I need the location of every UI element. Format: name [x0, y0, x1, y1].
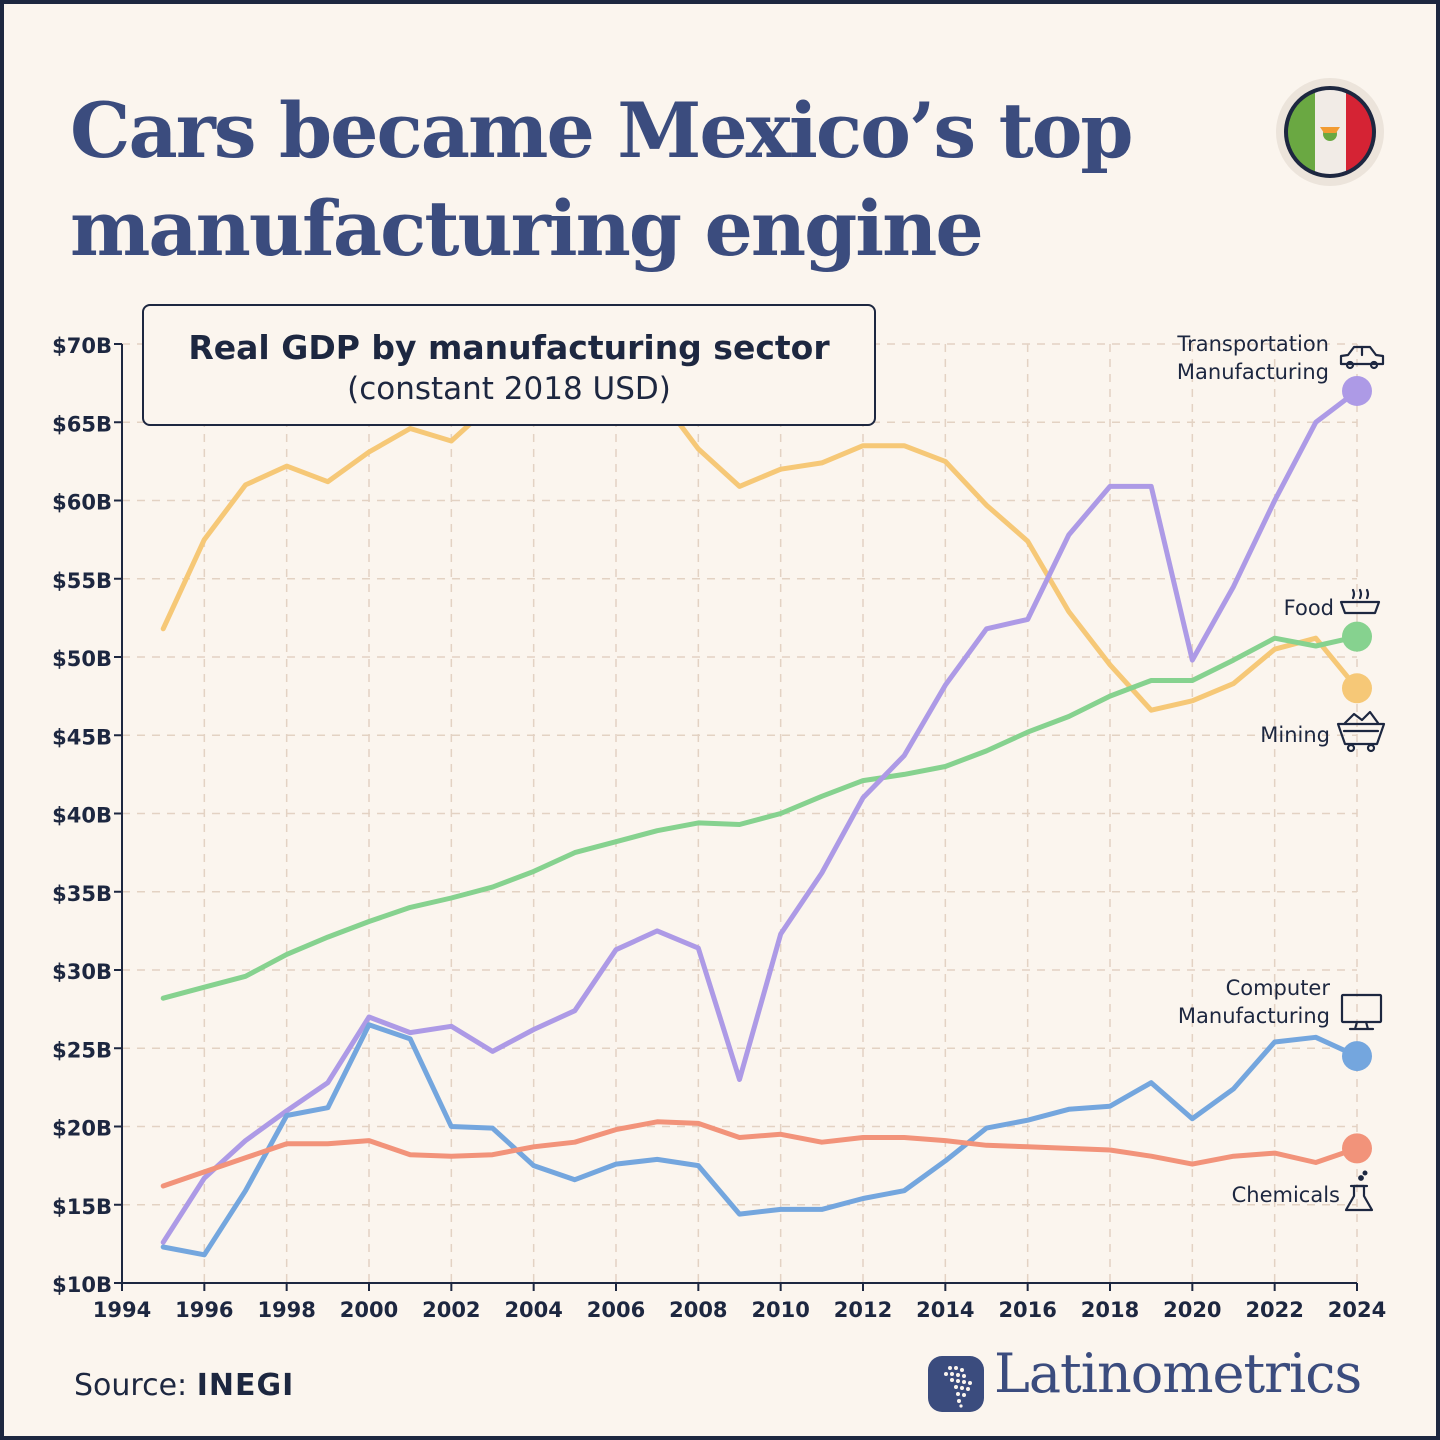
series-labels: Transportation Manufacturing Food Mining Com…	[1176, 332, 1386, 1212]
x-tick-label: 1996	[175, 1298, 233, 1322]
label-transportation-line2: Manufacturing	[1177, 360, 1329, 384]
series-line-mining	[160, 335, 1360, 713]
series-line-computer	[160, 1022, 1360, 1258]
y-tick-label: $65B	[52, 412, 112, 436]
label-computer-line2: Manufacturing	[1178, 1004, 1330, 1028]
y-tick-label: $45B	[52, 725, 112, 749]
series-end-dot-computer	[1342, 1041, 1372, 1072]
mexico-flag-icon	[1276, 78, 1384, 186]
source-name: INEGI	[196, 1368, 295, 1403]
source-note: Source: INEGI	[74, 1368, 294, 1403]
x-tick-label: 2004	[504, 1298, 562, 1322]
label-chemicals: Chemicals	[1232, 1183, 1340, 1207]
mining-cart-icon	[1336, 710, 1386, 753]
x-tick-label: 2006	[587, 1298, 645, 1322]
label-food: Food	[1284, 596, 1334, 620]
x-tick-label: 2018	[1081, 1298, 1139, 1322]
label-mining: Mining	[1260, 723, 1330, 747]
brand-name: Latinometrics	[994, 1342, 1362, 1405]
y-tick-label: $70B	[52, 334, 112, 358]
x-tick-label: 2002	[422, 1298, 480, 1322]
computer-monitor-icon	[1340, 993, 1383, 1031]
series-end-dot-transportation	[1342, 375, 1372, 406]
food-bowl-icon	[1339, 588, 1381, 615]
y-tick-label: $40B	[52, 804, 112, 828]
y-tick-label: $25B	[52, 1038, 112, 1062]
series-end-dot-food	[1342, 621, 1372, 652]
x-tick-label: 2020	[1163, 1298, 1221, 1322]
line-chart: $10B $15B $20B $25B $30B $35B $40B $45B $50B $55B…	[52, 332, 1386, 1322]
y-tick-label: $50B	[52, 647, 112, 671]
label-computer-line1: Computer	[1226, 976, 1331, 1000]
chart-title: Real GDP by manufacturing sector	[188, 328, 830, 367]
y-tick-label: $15B	[52, 1195, 112, 1219]
chart-series	[160, 335, 1372, 1258]
series-end-dot-mining	[1342, 673, 1372, 704]
chart-subtitle: (constant 2018 USD)	[347, 371, 671, 407]
x-tick-label: 2000	[340, 1298, 398, 1322]
x-tick-label: 2022	[1245, 1298, 1303, 1322]
label-transportation-line1: Transportation	[1176, 332, 1329, 356]
x-tick-label: 2024	[1328, 1298, 1386, 1322]
title-line-1: Cars became Mexico’s top	[70, 86, 1134, 175]
series-end-dot-chemicals	[1342, 1133, 1372, 1164]
source-label: Source:	[74, 1368, 188, 1403]
series-line-chemicals	[160, 1119, 1360, 1189]
y-tick-label: $30B	[52, 960, 112, 984]
x-tick-label: 2012	[834, 1298, 892, 1322]
latam-map-logo-icon	[928, 1356, 984, 1412]
car-icon	[1339, 345, 1385, 370]
y-tick-label: $10B	[52, 1273, 112, 1297]
y-tick-label: $55B	[52, 569, 112, 593]
page-title: Cars became Mexico’s top manufacturing e…	[70, 82, 1250, 278]
x-tick-label: 2016	[998, 1298, 1056, 1322]
title-line-2: manufacturing engine	[70, 184, 984, 273]
x-tick-label: 2008	[669, 1298, 727, 1322]
x-tick-label: 1998	[257, 1298, 315, 1322]
x-tick-label: 2014	[916, 1298, 974, 1322]
chart-axes: $10B $15B $20B $25B $30B $35B $40B $45B $50B $55B…	[52, 334, 1386, 1322]
y-tick-label: $20B	[52, 1117, 112, 1141]
y-tick-label: $35B	[52, 882, 112, 906]
flask-icon	[1344, 1170, 1374, 1212]
series-line-food	[160, 634, 1360, 1001]
chart-title-box: Real GDP by manufacturing sector (consta…	[142, 304, 876, 426]
y-tick-label: $60B	[52, 491, 112, 515]
x-tick-label: 2010	[751, 1298, 809, 1322]
x-tick-label: 1994	[93, 1298, 151, 1322]
series-line-transportation	[160, 388, 1360, 1245]
